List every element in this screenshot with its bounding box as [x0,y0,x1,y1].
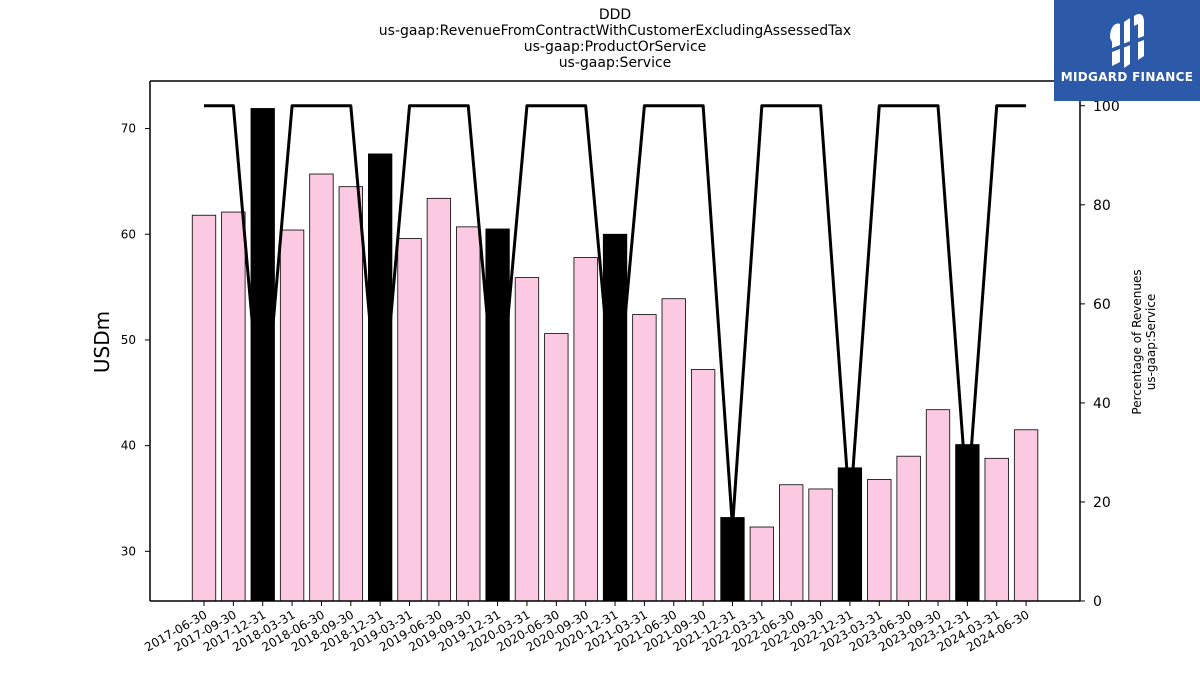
title-line-4: us-gaap:Service [558,55,672,71]
bar [632,314,657,602]
title-line-3: us-gaap:ProductOrService [523,39,707,55]
brand-name: MIDGARD FINANCE [1060,70,1194,84]
title-line-1: DDD [598,7,632,23]
bar [338,186,363,602]
y-axis-label-right-line-2: us-gaap:Service [1144,293,1158,391]
y-tick-label-right: 100 [1093,99,1120,115]
bar [867,479,892,602]
bar [661,298,686,602]
bar [514,277,540,602]
y-tick-label-left: 50 [121,333,136,347]
bar [426,197,452,602]
bar [1013,429,1039,602]
bar [191,214,217,602]
chart-title: DDD us-gaap:RevenueFromContractWithCusto… [0,7,1200,71]
title-line-2: us-gaap:RevenueFromContractWithCustomerE… [378,23,852,39]
brand-logo: MIDGARD FINANCE [1054,0,1200,101]
bar [984,457,1009,602]
bar [397,238,422,602]
y-tick-label-right: 80 [1093,198,1111,214]
bar [837,467,863,602]
bar [779,484,804,602]
bar [221,211,246,602]
bar [309,173,334,602]
bar [485,228,510,602]
y-tick-label-left: 70 [121,122,136,136]
bar [368,153,393,602]
y-axis-label-right: Percentage of Revenues us-gaap:Service [1130,269,1158,414]
bar [925,409,951,602]
bar [749,526,774,602]
y-tick-label-right: 60 [1093,297,1111,313]
bar [544,333,569,602]
midgard-logo-icon [1110,14,1144,68]
bar [279,229,305,602]
percentage-line [204,104,1027,529]
bar [690,369,716,602]
bar [720,517,745,602]
y-tick-label-left: 30 [121,544,136,558]
bar [896,455,921,602]
y-tick-label-right: 20 [1093,495,1111,511]
y-tick-label-right: 40 [1093,396,1111,412]
y-tick-label-left: 40 [121,439,136,453]
bar [456,226,481,602]
y-tick-label-right: 0 [1093,594,1102,610]
bar [573,257,598,602]
y-tick-label-left: 60 [121,227,136,241]
y-axis-label-right-line-1: Percentage of Revenues [1130,269,1144,415]
bar [808,488,833,602]
y-axis-label-left: USDm [90,310,114,374]
bar [955,444,980,602]
